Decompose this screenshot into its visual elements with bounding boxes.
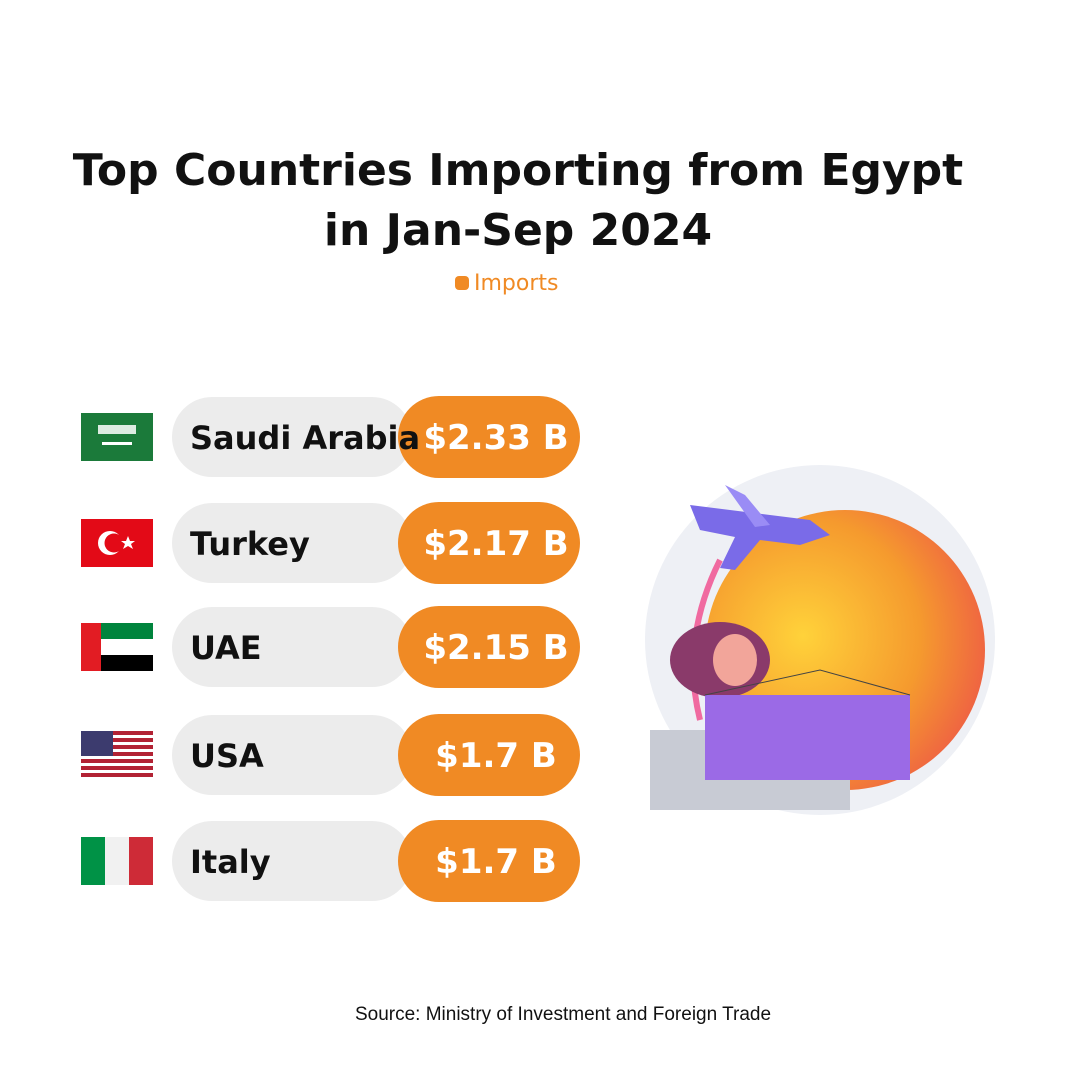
value-pill xyxy=(398,820,580,902)
legend-label: Imports xyxy=(474,271,558,296)
value-label: $2.17 B xyxy=(423,524,568,564)
title-line: Top Countries Importing from Egypt xyxy=(73,145,963,196)
country-name: Turkey xyxy=(190,525,310,563)
flag-usa xyxy=(81,731,153,779)
value-pill xyxy=(398,502,580,584)
country-pill xyxy=(172,503,412,583)
illustration xyxy=(645,465,995,815)
country-pill xyxy=(172,715,412,795)
country-name: Saudi Arabia xyxy=(190,419,420,457)
value-label: $2.33 B xyxy=(423,418,568,458)
legend-swatch xyxy=(455,276,469,290)
value-pill xyxy=(398,396,580,478)
title-line: in Jan-Sep 2024 xyxy=(324,205,712,256)
country-pill xyxy=(172,821,412,901)
country-pill xyxy=(172,607,412,687)
flag-turkey xyxy=(81,519,153,567)
country-name: Italy xyxy=(190,843,271,881)
flag-italy xyxy=(81,837,153,885)
flag-saudi xyxy=(81,413,153,461)
value-pill xyxy=(398,714,580,796)
source: Source: Ministry of Investment and Forei… xyxy=(355,1004,771,1025)
value-label: $1.7 B xyxy=(435,842,557,882)
country-name: UAE xyxy=(190,629,262,667)
country-name: USA xyxy=(190,737,264,775)
country-pill xyxy=(172,397,412,477)
value-label: $2.15 B xyxy=(423,628,568,668)
value-pill xyxy=(398,606,580,688)
flag-uae xyxy=(81,623,153,671)
value-label: $1.7 B xyxy=(435,736,557,776)
